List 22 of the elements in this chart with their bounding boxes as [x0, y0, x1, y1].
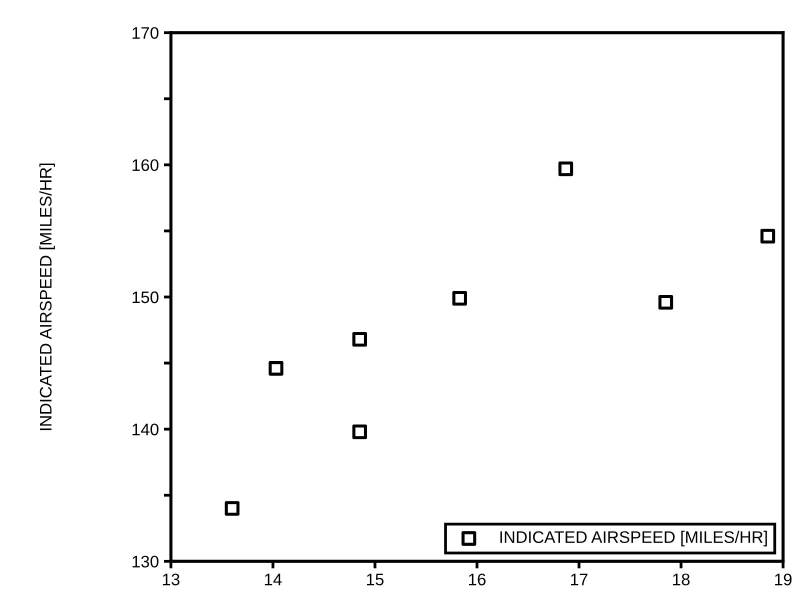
x-tick-label: 15	[366, 574, 384, 586]
point	[268, 361, 284, 376]
x-tick-label: 18	[673, 574, 690, 586]
y-tick-label: 130	[132, 556, 158, 568]
x-tick-label: 14	[264, 574, 282, 586]
y-tick-label: 160	[132, 159, 158, 172]
y-tick-label: 150	[132, 291, 158, 304]
point	[452, 290, 467, 306]
point	[760, 228, 776, 244]
legend-label: INDICATED AIRSPEED [MILES/HR]	[500, 530, 767, 546]
point	[352, 424, 368, 440]
x-tick-label: 19	[775, 574, 792, 586]
point	[352, 332, 368, 347]
y-axis-title: INDICATED AIRSPEED [MILES/HR]	[39, 164, 55, 430]
x-tick-label: 17	[571, 574, 588, 586]
x-tick-label: 16	[469, 574, 486, 586]
point	[558, 161, 574, 176]
point	[224, 501, 240, 516]
y-tick-label: 170	[132, 27, 158, 39]
x-tick-label: 13	[162, 574, 180, 586]
y-tick-label: 140	[132, 424, 158, 436]
point	[658, 294, 674, 310]
